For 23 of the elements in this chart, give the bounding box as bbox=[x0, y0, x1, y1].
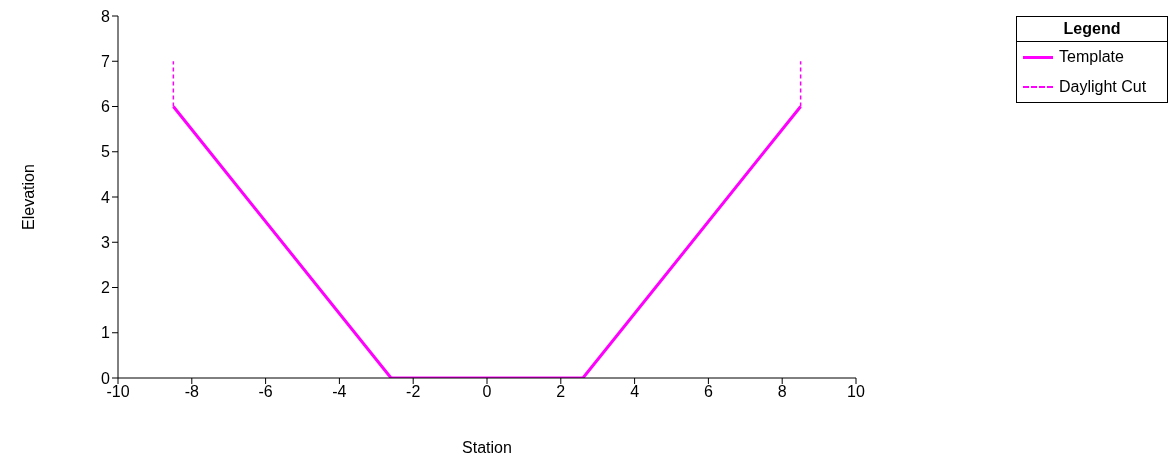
x-tick-label: 4 bbox=[630, 383, 640, 401]
legend-label: Daylight Cut bbox=[1059, 78, 1147, 96]
x-tick-label: -8 bbox=[184, 383, 200, 401]
x-tick-label: -4 bbox=[332, 383, 347, 401]
y-tick-label: 8 bbox=[101, 7, 111, 25]
y-tick-label: 7 bbox=[101, 52, 111, 70]
x-tick-label: 2 bbox=[556, 383, 566, 401]
y-tick-label: 3 bbox=[101, 233, 111, 251]
x-tick-label: 6 bbox=[703, 383, 713, 401]
y-axis-title: Elevation bbox=[19, 164, 37, 230]
y-tick-label: 2 bbox=[101, 279, 111, 297]
x-tick-label: 0 bbox=[482, 383, 492, 401]
x-tick-label: -6 bbox=[258, 383, 273, 401]
y-tick-label: 1 bbox=[101, 324, 111, 342]
x-tick-label: 10 bbox=[847, 383, 865, 401]
y-tick-label: 6 bbox=[101, 98, 111, 116]
y-tick-label: 4 bbox=[101, 188, 111, 206]
y-tick-label: 5 bbox=[101, 143, 111, 161]
legend-label: Template bbox=[1059, 48, 1124, 66]
x-tick-label: -2 bbox=[406, 383, 421, 401]
x-tick-label: 8 bbox=[777, 383, 787, 401]
x-axis-title: Station bbox=[462, 439, 512, 456]
legend-title: Legend bbox=[1017, 17, 1167, 42]
